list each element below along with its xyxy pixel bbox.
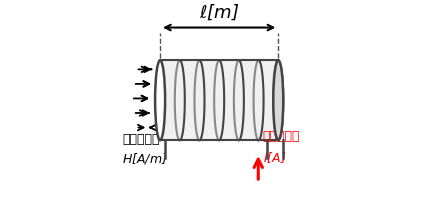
Ellipse shape bbox=[273, 60, 283, 140]
Text: $I$[A]: $I$[A] bbox=[263, 150, 286, 165]
Text: $H$[A/m]: $H$[A/m] bbox=[122, 151, 168, 166]
Polygon shape bbox=[160, 60, 278, 140]
Ellipse shape bbox=[155, 60, 165, 140]
Text: $\ell$[m]: $\ell$[m] bbox=[199, 3, 239, 22]
Text: 電流の向き: 電流の向き bbox=[263, 130, 300, 143]
Text: 磁界の向き: 磁界の向き bbox=[122, 133, 160, 146]
